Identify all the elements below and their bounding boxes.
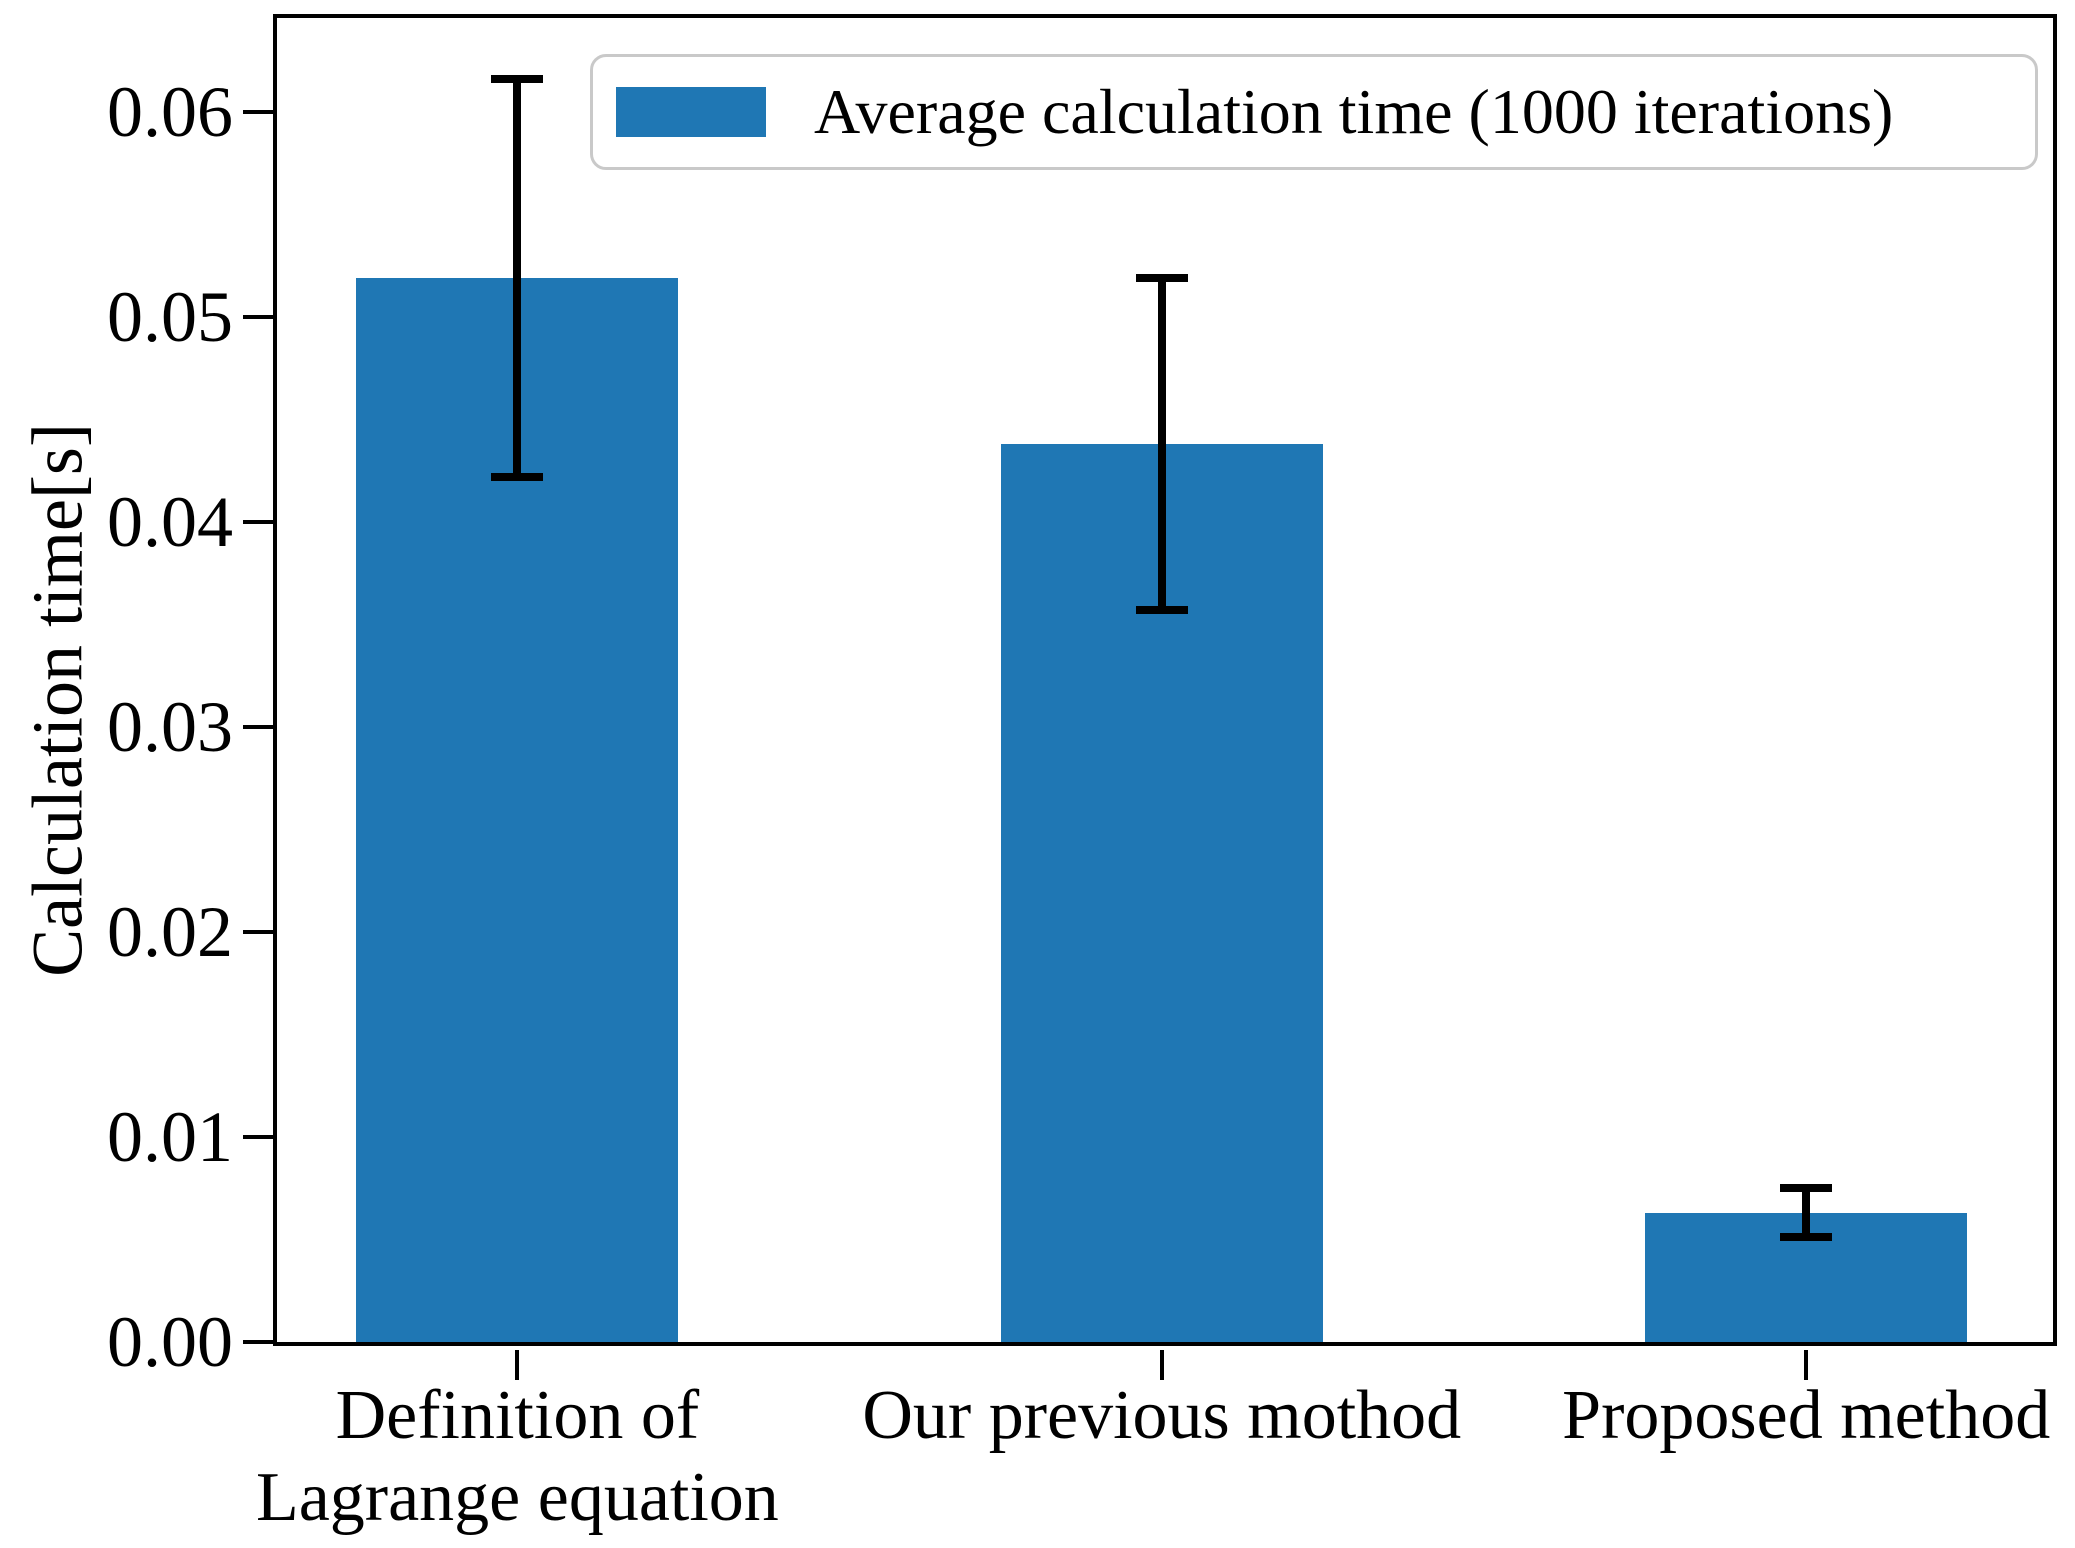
error-bar-cap-bottom: [1135, 606, 1188, 615]
y-tick: [243, 930, 273, 935]
y-tick: [243, 1135, 273, 1140]
error-bar-cap-top: [1780, 1184, 1833, 1193]
y-tick: [243, 725, 273, 730]
error-bar-cap-top: [491, 75, 544, 84]
x-tick-label: Our previous mothod: [862, 1377, 1462, 1454]
y-tick-label: 0.02: [107, 892, 233, 973]
error-bar-line: [1157, 278, 1166, 611]
plot-area: Average calculation time (1000 iteration…: [107, 14, 2057, 1536]
legend-swatch: [616, 87, 766, 137]
legend-label: Average calculation time (1000 iteration…: [814, 76, 1894, 147]
y-tick-label: 0.06: [107, 72, 233, 153]
y-tick-label: 0.05: [107, 277, 233, 358]
x-tick: [1804, 1350, 1809, 1380]
y-tick-label: 0.03: [107, 687, 233, 768]
y-tick-label: 0.01: [107, 1097, 233, 1178]
x-tick: [515, 1350, 520, 1380]
x-tick-label: Proposed method: [1562, 1377, 2051, 1454]
y-tick: [243, 110, 273, 115]
x-tick-label: Definition of Lagrange equation: [255, 1377, 779, 1536]
error-bar-cap-top: [1135, 274, 1188, 283]
x-tick: [1159, 1350, 1164, 1380]
y-tick: [243, 520, 273, 525]
y-tick: [243, 1340, 273, 1344]
error-bar-cap-bottom: [491, 473, 544, 482]
error-bar-cap-bottom: [1780, 1233, 1833, 1242]
y-tick: [243, 315, 273, 320]
legend: Average calculation time (1000 iteration…: [590, 54, 2038, 170]
error-bar-line: [1802, 1188, 1811, 1238]
y-tick-label: 0.04: [107, 482, 233, 563]
y-tick-label: 0.00: [107, 1302, 233, 1382]
error-bar-line: [513, 79, 522, 478]
